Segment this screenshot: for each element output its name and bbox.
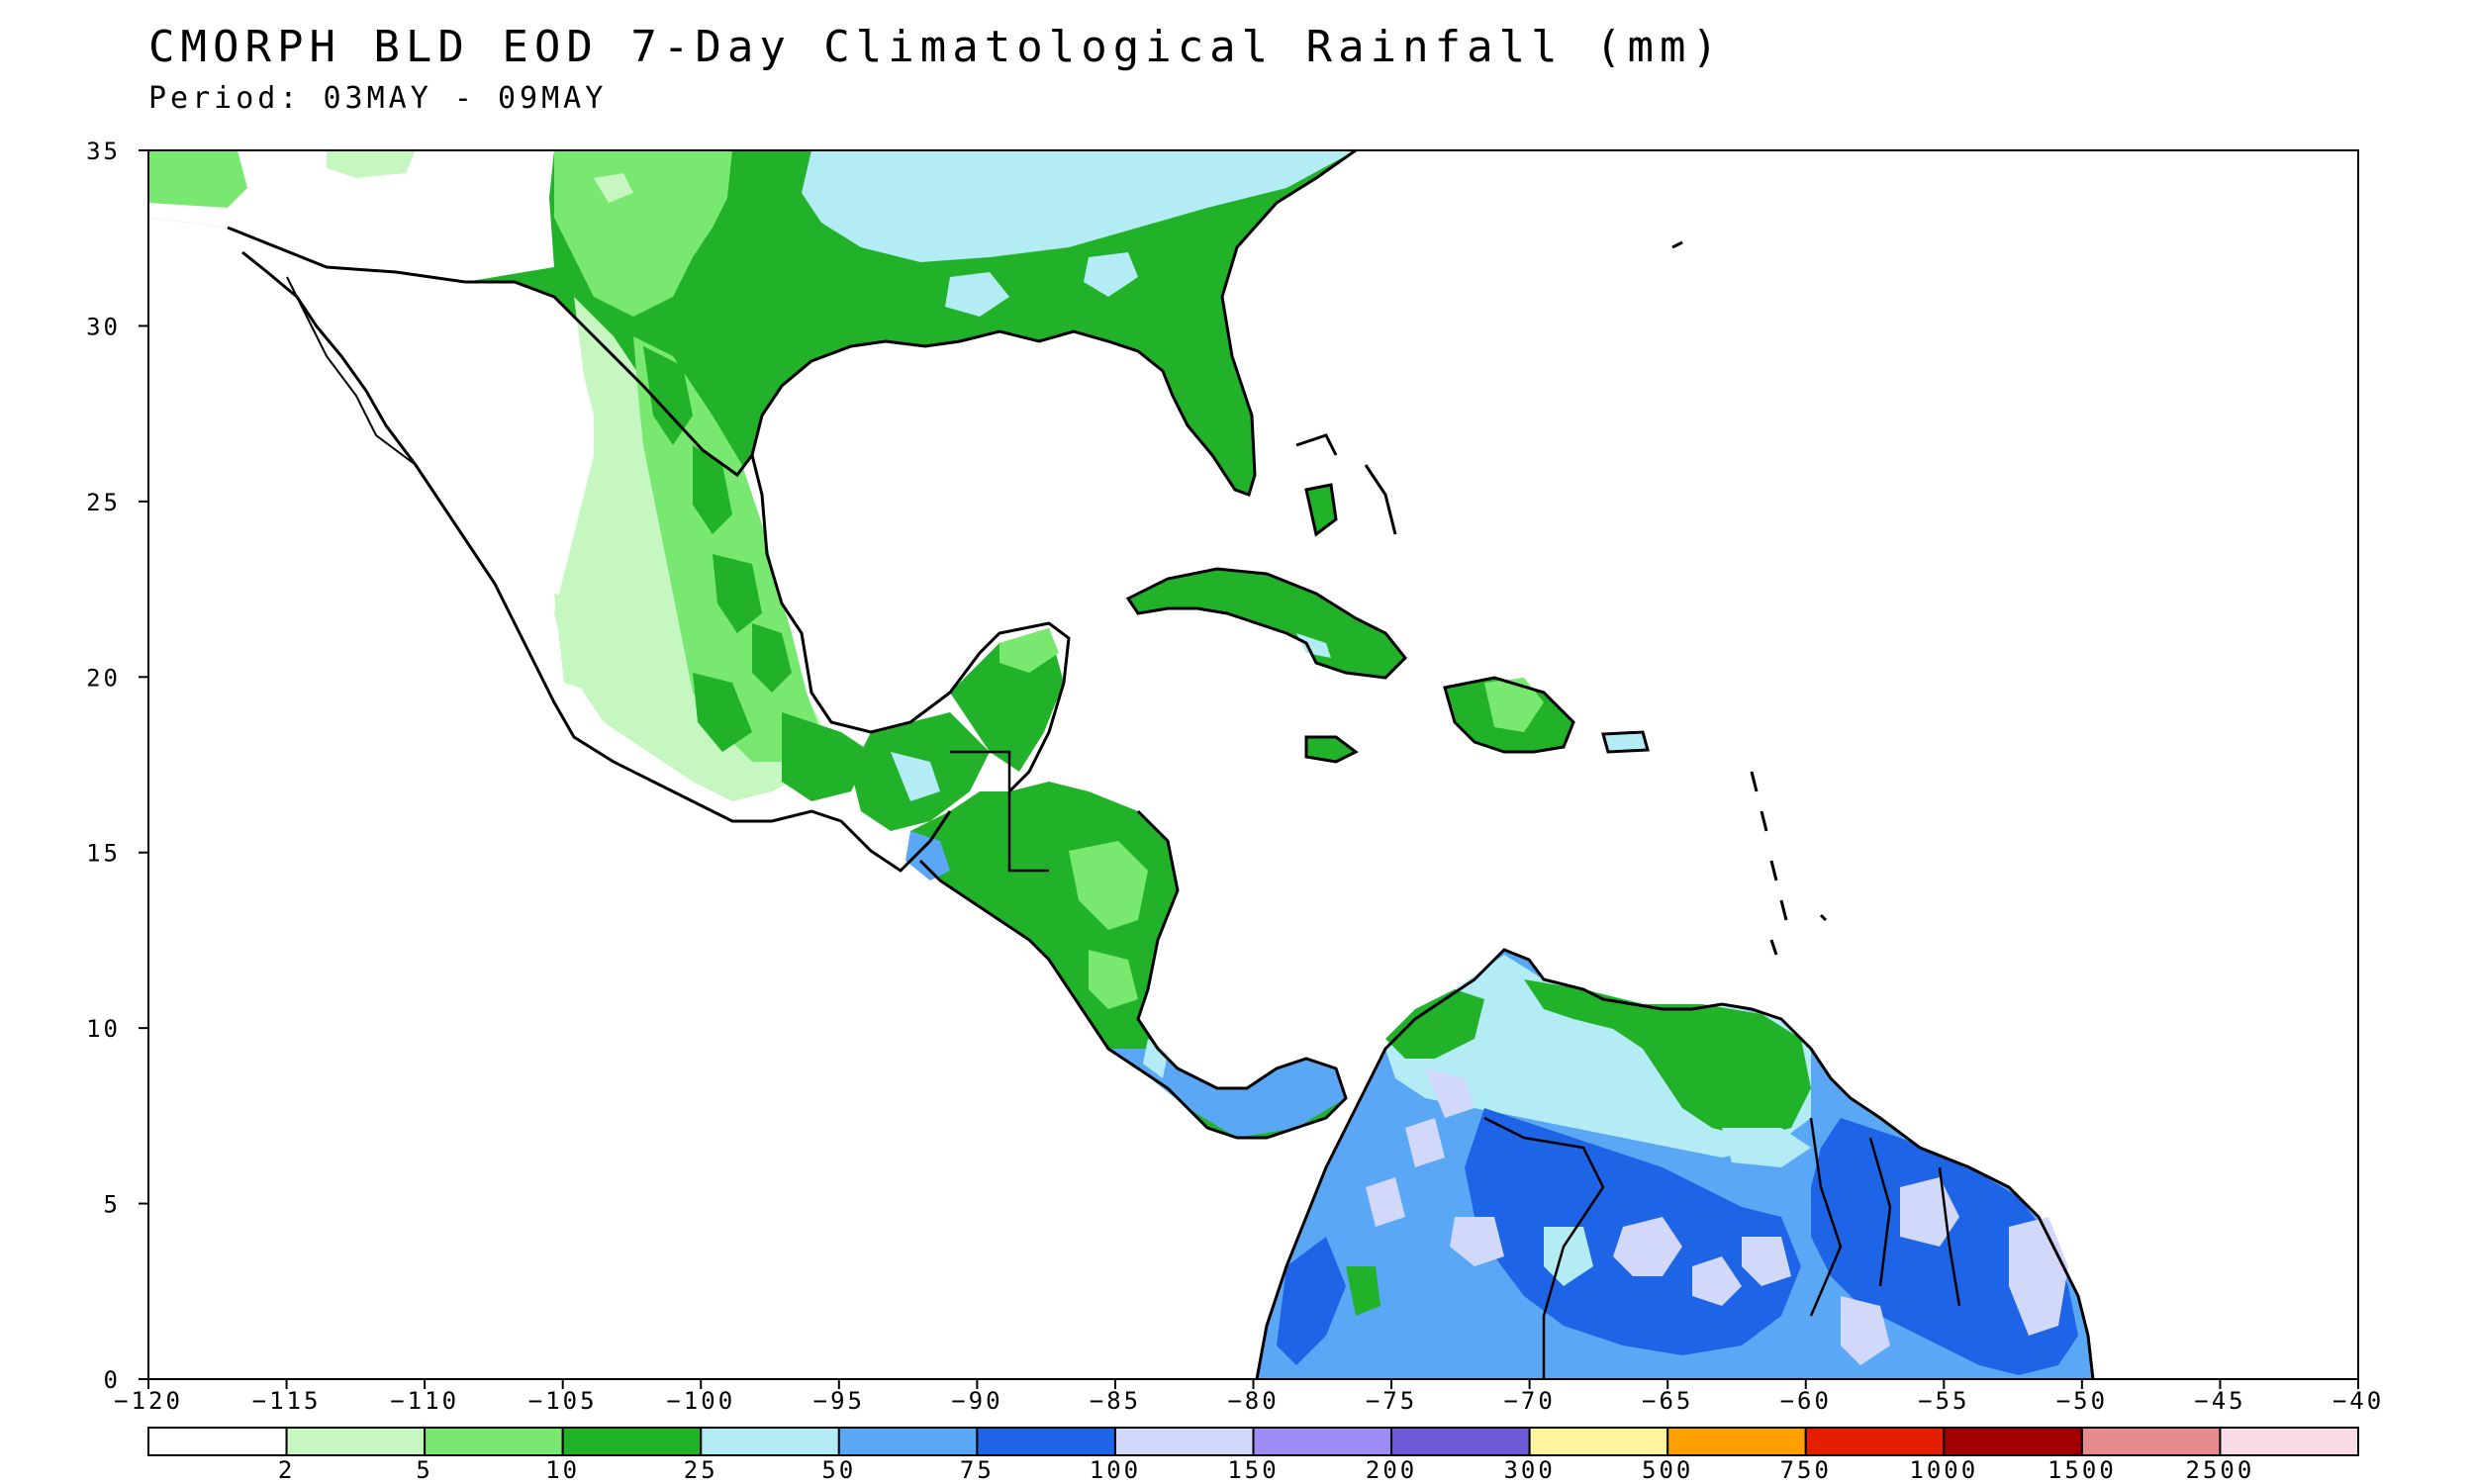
- lon-tick-label: −105: [528, 1387, 598, 1415]
- lon-tick-label: −120: [114, 1387, 183, 1415]
- legend-swatch: [1252, 1427, 1393, 1456]
- legend-swatch: [1666, 1427, 1807, 1456]
- lon-tick-label: −70: [1503, 1387, 1555, 1415]
- lat-tick-label: 30: [86, 313, 121, 340]
- lon-tick-label: −90: [951, 1387, 1002, 1415]
- legend-label: 100: [1090, 1456, 1141, 1484]
- legend-colorbar: 2 5 10 25 50 75 100 150 200 300 500 750 1000 1500 2500: [147, 1427, 2359, 1484]
- legend-label: 1000: [1909, 1456, 1978, 1484]
- legend-swatch: [1943, 1427, 2083, 1456]
- lat-tick-label: 25: [86, 489, 121, 516]
- longitude-axis: −120 −115 −110 −105 −100 −95 −90 −85 −80 −75 −70 −6…: [114, 1379, 2384, 1415]
- lon-tick-label: −100: [666, 1387, 735, 1415]
- region-central-america: [905, 782, 1346, 1138]
- lon-tick-label: −65: [1642, 1387, 1693, 1415]
- lat-tick-label: 15: [86, 840, 121, 868]
- lesser-antilles: [1295, 240, 1828, 956]
- region-mexico: [228, 228, 1069, 871]
- map-title: CMORPH BLD EOD 7-Day Climatological Rain…: [148, 22, 1725, 72]
- legend-swatch: [976, 1427, 1116, 1456]
- legend-label: 1500: [2047, 1456, 2117, 1484]
- map-area: [148, 150, 2095, 1379]
- lat-tick-label: 10: [86, 1015, 121, 1043]
- lon-tick-label: −45: [2194, 1387, 2245, 1415]
- lat-tick-label: 5: [104, 1191, 121, 1219]
- legend-label: 25: [684, 1456, 718, 1484]
- legend-swatch: [2219, 1427, 2359, 1456]
- legend-swatch: [561, 1427, 703, 1456]
- legend-label: 200: [1366, 1456, 1417, 1484]
- legend-label: 2500: [2186, 1456, 2255, 1484]
- legend-label: 750: [1780, 1456, 1832, 1484]
- lon-tick-label: −95: [813, 1387, 865, 1415]
- legend-label: 5: [416, 1456, 432, 1484]
- legend-label: 2: [278, 1456, 295, 1484]
- legend-swatch: [285, 1427, 427, 1456]
- lat-tick-label: 35: [86, 138, 121, 165]
- legend-label: 10: [545, 1456, 580, 1484]
- latitude-axis: 0 5 10 15 20 25 30 35: [86, 138, 148, 1394]
- legend-label: 150: [1227, 1456, 1279, 1484]
- lon-tick-label: −110: [390, 1387, 459, 1415]
- lon-tick-label: −60: [1780, 1387, 1832, 1415]
- lon-tick-label: −40: [2332, 1387, 2384, 1415]
- legend-swatch: [700, 1427, 840, 1456]
- legend-label: 300: [1503, 1456, 1555, 1484]
- legend-swatch: [424, 1427, 564, 1456]
- coastlines: [227, 150, 2095, 1379]
- legend-swatch: [837, 1427, 979, 1456]
- legend-swatch: [1390, 1427, 1531, 1456]
- region-south-america: [1257, 950, 2093, 1379]
- lon-tick-label: −50: [2056, 1387, 2108, 1415]
- legend-swatch: [1804, 1427, 1946, 1456]
- lon-tick-label: −55: [1918, 1387, 1969, 1415]
- region-usa: [148, 150, 1356, 495]
- lon-tick-label: −75: [1366, 1387, 1417, 1415]
- region-caribbean: [1128, 485, 1648, 762]
- lon-tick-label: −115: [252, 1387, 322, 1415]
- lon-tick-label: −80: [1227, 1387, 1279, 1415]
- legend-label: 75: [960, 1456, 995, 1484]
- legend-swatch: [1113, 1427, 1255, 1456]
- lon-tick-label: −85: [1090, 1387, 1141, 1415]
- lat-tick-label: 0: [104, 1366, 121, 1394]
- lat-tick-label: 20: [86, 664, 121, 692]
- legend-label: 50: [821, 1456, 856, 1484]
- map-subtitle: Period: 03MAY - 09MAY: [148, 81, 608, 116]
- legend-swatch: [2080, 1427, 2222, 1456]
- legend-label: 500: [1642, 1456, 1693, 1484]
- legend-swatch: [1528, 1427, 1669, 1456]
- legend-swatch: [147, 1427, 288, 1456]
